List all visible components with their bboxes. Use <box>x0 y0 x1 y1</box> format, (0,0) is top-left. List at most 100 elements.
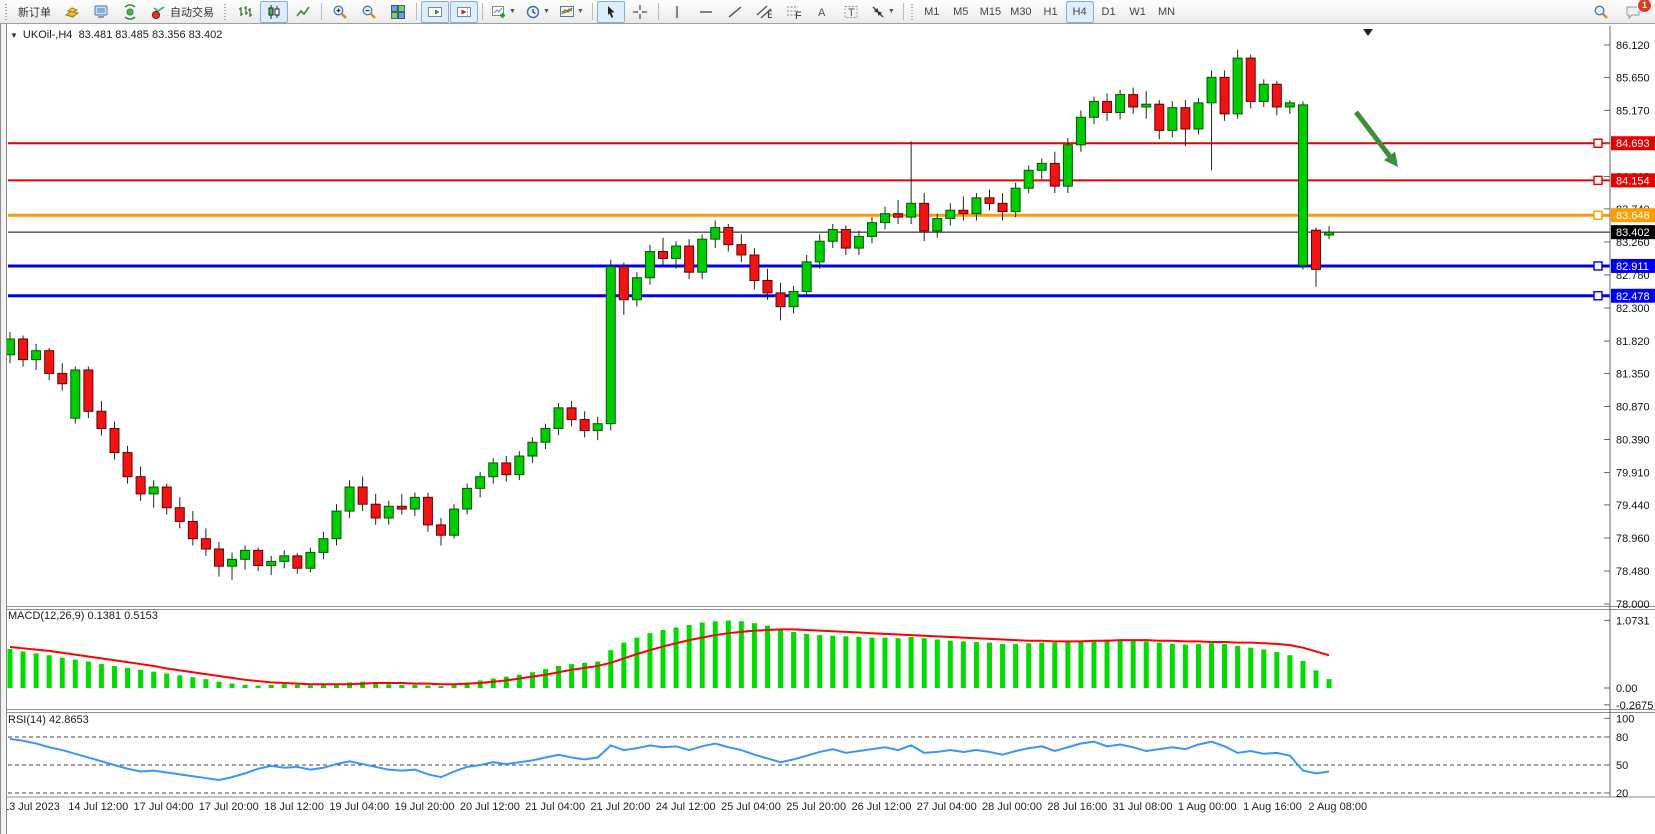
autotrading-label: 自动交易 <box>170 6 214 19</box>
tile-windows-icon <box>391 4 405 19</box>
svg-text:28 Jul 00:00: 28 Jul 00:00 <box>982 801 1042 813</box>
svg-text:83.648: 83.648 <box>1616 210 1650 222</box>
line-chart-button[interactable] <box>289 1 317 23</box>
timeframe-m30-button[interactable]: M30 <box>1006 1 1035 23</box>
chevron-down-icon: ▼ <box>576 8 584 15</box>
text-label-button[interactable]: T <box>837 1 865 23</box>
chart-title: ▼ UKOil-,H4 83.481 83.485 83.356 83.402 <box>10 29 222 41</box>
timeframe-label: D1 <box>1101 5 1116 18</box>
toolbar-grip <box>4 3 9 20</box>
svg-text:21 Jul 04:00: 21 Jul 04:00 <box>525 801 585 813</box>
timeframe-h4-button[interactable]: H4 <box>1065 0 1094 23</box>
chevron-down-icon: ▼ <box>542 8 550 15</box>
timeframe-m5-button[interactable]: M5 <box>947 1 975 23</box>
toolbar: 新订单 自动交易 <box>0 0 1655 24</box>
svg-text:25 Jul 04:00: 25 Jul 04:00 <box>721 801 781 813</box>
autoscroll-button[interactable] <box>421 0 449 23</box>
svg-text:1 Aug 16:00: 1 Aug 16:00 <box>1243 801 1302 813</box>
svg-text:85.650: 85.650 <box>1616 72 1650 84</box>
svg-text:84.693: 84.693 <box>1616 138 1650 150</box>
new-chart-button[interactable]: ▼ <box>487 1 520 23</box>
chat-badge: 1 <box>1637 0 1652 13</box>
toolbar-separator <box>902 3 904 20</box>
zoom-in-button[interactable] <box>326 1 354 23</box>
chart-shift-button[interactable] <box>450 0 478 23</box>
templates-button[interactable]: ▼ <box>555 1 588 23</box>
toolbar-separator <box>416 3 417 20</box>
bar-chart-button[interactable] <box>231 1 259 23</box>
periods-button[interactable]: ▼ <box>521 1 554 23</box>
text-icon: A <box>818 7 826 19</box>
timeframe-d1-button[interactable]: D1 <box>1095 1 1123 23</box>
svg-text:17 Jul 20:00: 17 Jul 20:00 <box>199 801 259 813</box>
chart-title-expand-icon[interactable]: ▼ <box>10 31 18 40</box>
new-chart-icon <box>492 5 505 18</box>
toolbar-grip <box>223 3 228 20</box>
chevron-down-icon: ▼ <box>887 8 895 15</box>
svg-text:82.478: 82.478 <box>1616 291 1650 303</box>
search-button[interactable] <box>1587 1 1615 23</box>
timeframe-m15-button[interactable]: M15 <box>976 1 1005 23</box>
crosshair-icon <box>632 4 647 19</box>
toolbar-separator <box>657 3 659 20</box>
timeframe-label: H1 <box>1043 5 1058 18</box>
svg-text:28 Jul 16:00: 28 Jul 16:00 <box>1047 801 1107 813</box>
svg-text:80.870: 80.870 <box>1616 401 1650 413</box>
market-icon <box>64 6 80 18</box>
arrows-button[interactable]: ▼ <box>866 1 899 23</box>
autotrading-button[interactable]: 自动交易 <box>145 1 220 23</box>
svg-text:25 Jul 20:00: 25 Jul 20:00 <box>786 801 846 813</box>
svg-text:31 Jul 08:00: 31 Jul 08:00 <box>1113 801 1173 813</box>
metaeditor-button[interactable] <box>87 1 115 23</box>
svg-text:78.960: 78.960 <box>1616 533 1650 545</box>
svg-text:79.910: 79.910 <box>1616 468 1650 480</box>
svg-text:84.154: 84.154 <box>1616 175 1650 187</box>
chart-symbol-period: UKOil-,H4 <box>22 29 73 41</box>
horizontal-line-button[interactable] <box>692 1 720 23</box>
timeframe-mn-button[interactable]: MN <box>1153 1 1181 23</box>
crosshair-button[interactable] <box>626 1 654 23</box>
svg-text:83.260: 83.260 <box>1616 237 1650 249</box>
horizontal-line-icon <box>699 10 712 13</box>
svg-text:82.911: 82.911 <box>1616 261 1649 273</box>
zoom-out-button[interactable] <box>355 1 383 23</box>
candlestick-chart-button[interactable] <box>260 0 288 23</box>
new-order-button[interactable]: 新订单 <box>12 1 57 23</box>
signals-button[interactable] <box>116 1 144 23</box>
svg-text:18 Jul 12:00: 18 Jul 12:00 <box>264 801 324 813</box>
chart-shift-icon <box>457 6 471 17</box>
chevron-down-icon: ▼ <box>509 8 516 15</box>
svg-text:82.780: 82.780 <box>1616 270 1650 282</box>
fibonacci-button[interactable]: F <box>779 1 807 23</box>
window-left-edge <box>0 24 7 834</box>
toolbar-separator <box>482 3 483 20</box>
autotrading-icon <box>151 5 165 19</box>
arrows-icon <box>872 6 884 17</box>
market-button[interactable] <box>58 1 86 23</box>
svg-text:14 Jul 12:00: 14 Jul 12:00 <box>68 801 128 813</box>
chat-button[interactable]: 1 <box>1619 0 1652 23</box>
tile-windows-button[interactable] <box>384 1 412 23</box>
svg-text:T: T <box>848 7 855 19</box>
channel-button[interactable]: E <box>750 1 778 23</box>
timeframe-w1-button[interactable]: W1 <box>1124 1 1152 23</box>
text-button[interactable]: A <box>808 1 836 23</box>
candles-icon <box>268 4 280 19</box>
svg-text:20: 20 <box>1616 788 1628 800</box>
timeframe-label: MN <box>1158 5 1176 18</box>
metaeditor-icon <box>94 5 108 18</box>
timeframe-label: M15 <box>979 5 1002 18</box>
svg-text:86.120: 86.120 <box>1616 40 1650 52</box>
timeframe-h1-button[interactable]: H1 <box>1037 1 1065 23</box>
trendline-button[interactable] <box>721 1 749 23</box>
templates-icon <box>559 5 574 17</box>
timeframe-label: M30 <box>1010 5 1032 18</box>
svg-text:19 Jul 20:00: 19 Jul 20:00 <box>395 801 455 813</box>
fibonacci-icon: F <box>786 6 801 20</box>
vertical-line-button[interactable] <box>663 1 691 23</box>
svg-text:78.480: 78.480 <box>1616 566 1650 578</box>
cursor-button[interactable] <box>596 0 625 23</box>
toolbar-grip <box>909 3 915 20</box>
timeframe-m1-button[interactable]: M1 <box>918 1 946 23</box>
